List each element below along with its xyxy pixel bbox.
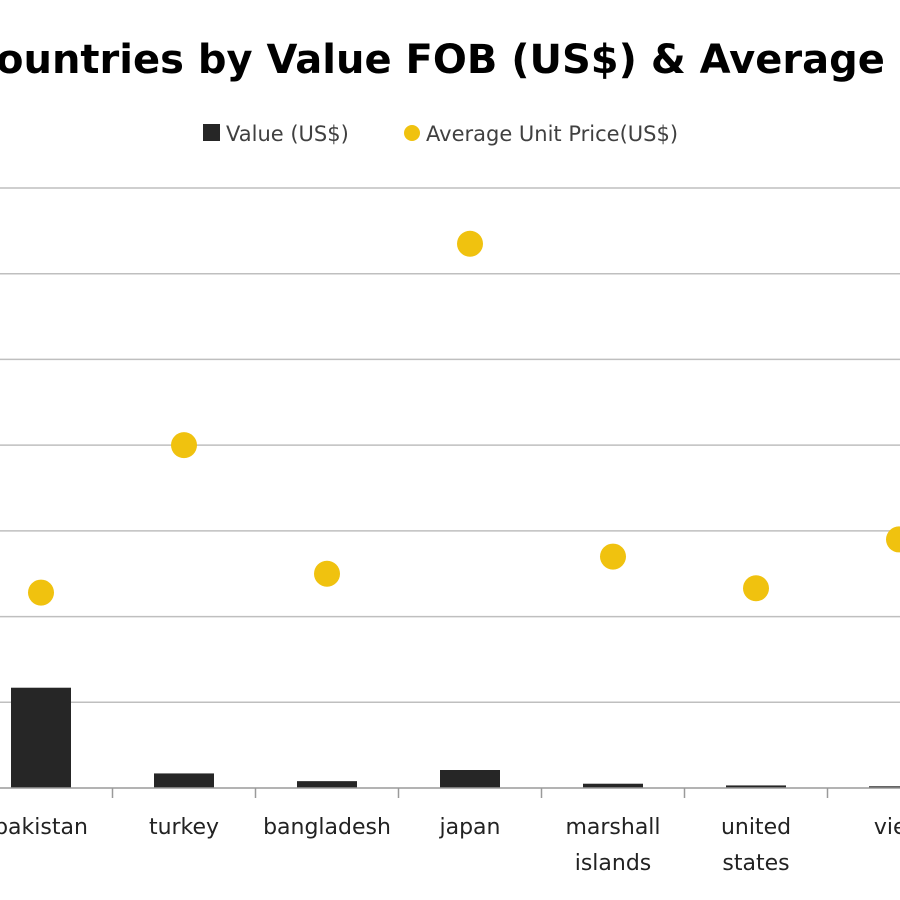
x-tick-label: bangladesh (263, 815, 391, 840)
x-tick-label-line: japan (439, 815, 501, 840)
bar (297, 781, 357, 788)
x-tick-label: united states (721, 815, 791, 876)
x-tick-label: pakistan (0, 815, 88, 840)
x-tick-label: marshall islands (565, 815, 660, 876)
chart-title: ountries by Value FOB (US$) & Average Pe… (0, 37, 900, 83)
legend-label-avg-price: Average Unit Price(US$) (426, 122, 678, 146)
legend: Value (US$) Average Unit Price(US$) (203, 122, 678, 146)
scatter-series (28, 230, 900, 606)
legend-label-value: Value (US$) (226, 122, 349, 146)
x-tick-label-line: islands (575, 851, 652, 876)
x-axis (0, 787, 900, 798)
data-point (600, 543, 626, 570)
bar-series (11, 687, 900, 788)
data-point (314, 560, 340, 587)
x-tick-label-line: turkey (149, 815, 219, 840)
x-tick-label: turkey (149, 815, 219, 840)
bar (440, 770, 500, 788)
data-point (743, 575, 769, 602)
x-tick-label: japan (439, 815, 501, 840)
data-point (457, 230, 483, 257)
x-tick-label-line: states (722, 851, 789, 876)
bar (869, 786, 900, 788)
legend-swatch-avg-price (404, 125, 420, 141)
x-tick-label-line: marshall (565, 815, 660, 840)
x-tick-labels: pakistan turkey bangladesh japan marshall isl… (0, 815, 900, 876)
bar (726, 785, 786, 788)
legend-swatch-value (203, 124, 220, 141)
bar (583, 783, 643, 788)
x-tick-label-line: united (721, 815, 791, 840)
x-tick-label-line: pakistan (0, 815, 88, 840)
x-tick-label: vietr (874, 815, 900, 840)
x-tick-label-line: vietr (874, 815, 900, 840)
x-tick-label-line: bangladesh (263, 815, 391, 840)
data-point (28, 579, 54, 606)
data-point (171, 432, 197, 459)
data-point (886, 526, 900, 553)
gridlines (0, 187, 900, 704)
bar (11, 687, 71, 788)
bar (154, 773, 214, 788)
